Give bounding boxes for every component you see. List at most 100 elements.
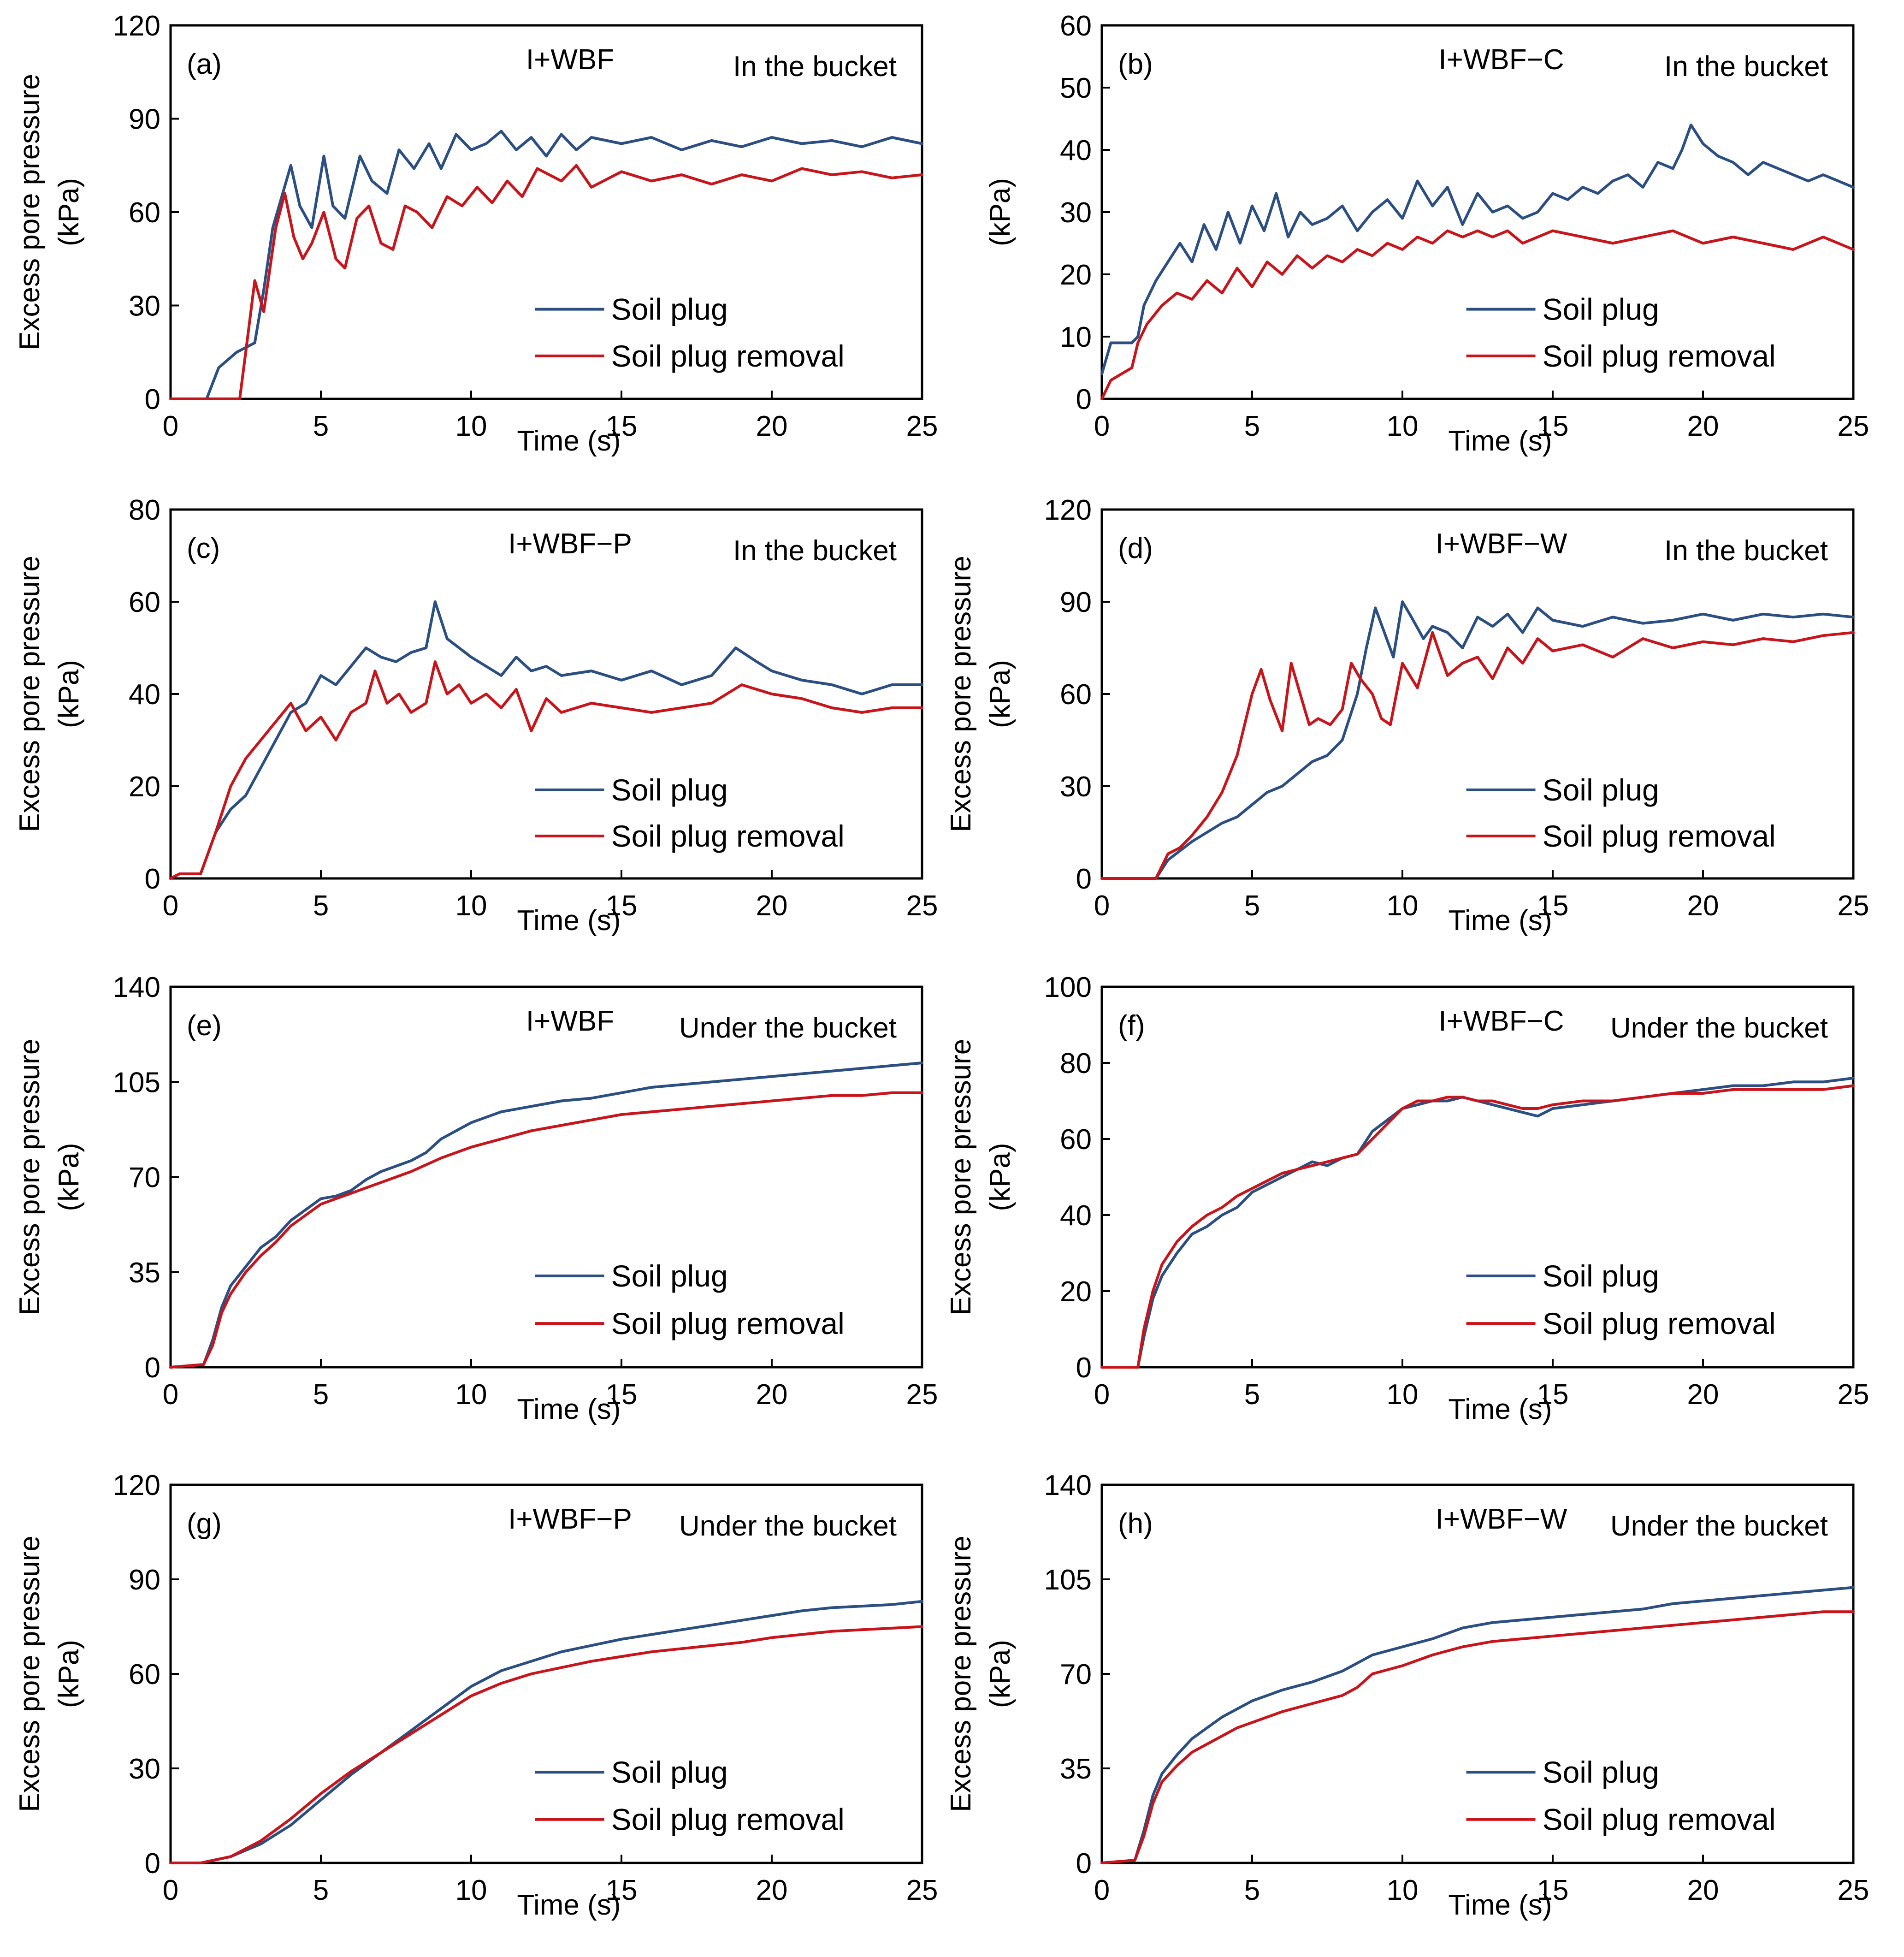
x-tick-label: 15 (606, 890, 638, 922)
y-axis-title: Excess pore pressure (14, 74, 46, 350)
y-tick-label: 60 (129, 587, 160, 618)
location-label: Under the bucket (1610, 1510, 1828, 1542)
chart-panel-4: 0 30 60 90 120 0 5 10 15 20 25 Time (s) Excess pore … (945, 494, 1869, 937)
y-tick-label: 0 (1076, 1352, 1092, 1384)
y-tick-label: 30 (1060, 771, 1092, 803)
location-label: In the bucket (1664, 51, 1828, 83)
x-tick-label: 25 (1838, 1874, 1869, 1906)
y-tick-label: 100 (1044, 972, 1092, 1003)
x-tick-label: 0 (163, 1874, 178, 1906)
y-tick-label: 60 (129, 1659, 160, 1690)
chart-panel-6: 0 20 40 60 80 100 0 5 10 15 20 25 Time (s) Excess por… (945, 972, 1869, 1425)
location-label: In the bucket (733, 51, 897, 83)
location-label: Under the bucket (1610, 1012, 1828, 1044)
y-tick-label: 0 (145, 1352, 160, 1384)
location-label: Under the bucket (679, 1012, 897, 1044)
y-tick-label: 40 (1060, 1200, 1092, 1232)
location-label: In the bucket (733, 535, 897, 567)
panel-letter: (h) (1118, 1508, 1153, 1540)
x-tick-label: 20 (756, 1874, 788, 1906)
legend-label-soil-plug: Soil plug (1543, 292, 1659, 326)
y-axis-title: Excess pore pressure (945, 556, 977, 832)
x-axis-title: Time (s) (1448, 1394, 1552, 1425)
legend-label-soil-plug-removal: Soil plug removal (611, 339, 845, 373)
x-tick-label: 10 (455, 1874, 487, 1906)
x-axis-title: Time (s) (517, 425, 621, 457)
x-axis-title: Time (s) (1448, 905, 1552, 937)
x-tick-label: 15 (606, 1874, 638, 1906)
y-tick-label: 20 (129, 771, 160, 803)
legend-label-soil-plug: Soil plug (611, 773, 728, 807)
y-axis-unit: (kPa) (53, 1143, 85, 1211)
legend-label-soil-plug-removal: Soil plug removal (1543, 339, 1776, 373)
legend-label-soil-plug: Soil plug (1543, 1259, 1659, 1293)
chart-panel-8: 0 35 70 105 140 0 5 10 15 20 25 Time (s) Excess pore… (945, 1470, 1869, 1921)
series-line-soil-plug (169, 600, 923, 880)
panel-letter: (g) (187, 1508, 222, 1540)
panel-letter: (f) (1118, 1010, 1145, 1042)
legend-label-soil-plug-removal: Soil plug removal (611, 819, 845, 853)
y-axis-title: Excess pore pressure (14, 1039, 46, 1316)
panel-letter: (a) (187, 48, 222, 80)
x-tick-label: 15 (606, 410, 638, 442)
x-tick-label: 15 (606, 1379, 638, 1411)
y-axis-title: Excess pore pressure (14, 1536, 46, 1812)
legend-label-soil-plug: Soil plug (1543, 773, 1659, 807)
series-line-soil-plug (1100, 1586, 1855, 1864)
x-tick-label: 0 (163, 890, 178, 922)
x-tick-label: 20 (1687, 890, 1719, 922)
x-tick-label: 0 (1094, 1379, 1110, 1411)
x-tick-label: 15 (1537, 1379, 1569, 1411)
series-line-soil-plug (169, 1600, 923, 1864)
legend-label-soil-plug: Soil plug (611, 1259, 728, 1293)
x-tick-label: 5 (313, 410, 329, 442)
x-tick-label: 25 (906, 1379, 938, 1411)
y-tick-label: 140 (113, 972, 160, 1003)
chart-panel-5: 0 35 70 105 140 0 5 10 15 20 25 Time (s) Excess pore… (14, 972, 938, 1425)
x-tick-label: 10 (455, 890, 487, 922)
y-tick-label: 105 (1044, 1564, 1092, 1596)
series-line-soil-plug-removal (169, 1091, 923, 1369)
x-tick-label: 25 (906, 410, 938, 442)
y-tick-label: 0 (145, 1848, 160, 1880)
location-label: In the bucket (1664, 535, 1828, 567)
x-tick-label: 10 (455, 410, 487, 442)
y-tick-label: 10 (1060, 321, 1092, 353)
x-tick-label: 5 (1244, 890, 1260, 922)
legend-label-soil-plug-removal: Soil plug removal (1543, 1803, 1776, 1837)
test-label: I+WBF−W (1436, 528, 1567, 560)
x-tick-label: 5 (1244, 1874, 1260, 1906)
y-axis-unit: (kPa) (53, 178, 85, 246)
y-tick-label: 35 (129, 1257, 160, 1289)
y-tick-label: 80 (129, 494, 160, 526)
x-axis-title: Time (s) (517, 1889, 621, 1921)
y-axis-title: Excess pore pressure (14, 556, 46, 832)
legend-label-soil-plug: Soil plug (611, 1755, 728, 1789)
y-tick-label: 0 (145, 384, 160, 415)
y-tick-label: 0 (1076, 1848, 1092, 1880)
series-line-soil-plug-removal (169, 660, 923, 880)
panel-letter: (d) (1118, 533, 1153, 564)
x-tick-label: 0 (1094, 410, 1110, 442)
test-label: I+WBF−C (1438, 44, 1564, 76)
y-tick-label: 60 (1060, 1124, 1092, 1156)
y-tick-label: 90 (129, 1564, 160, 1596)
y-tick-label: 50 (1060, 72, 1092, 104)
y-tick-label: 40 (129, 679, 160, 711)
y-tick-label: 90 (129, 104, 160, 136)
y-tick-label: 120 (113, 10, 160, 42)
y-tick-label: 90 (1060, 587, 1092, 618)
x-tick-label: 20 (756, 410, 788, 442)
test-label: I+WBF−W (1436, 1503, 1567, 1535)
y-tick-label: 140 (1044, 1470, 1092, 1501)
x-tick-label: 0 (163, 1379, 178, 1411)
x-tick-label: 0 (163, 410, 178, 442)
series-line-soil-plug-removal (1100, 1084, 1855, 1369)
y-axis-unit: (kPa) (984, 1143, 1016, 1211)
x-tick-label: 25 (1838, 890, 1869, 922)
test-label: I+WBF−P (508, 1503, 632, 1535)
series-line-soil-plug-removal (169, 1625, 923, 1864)
x-tick-label: 5 (1244, 410, 1260, 442)
legend-label-soil-plug-removal: Soil plug removal (611, 1306, 845, 1340)
